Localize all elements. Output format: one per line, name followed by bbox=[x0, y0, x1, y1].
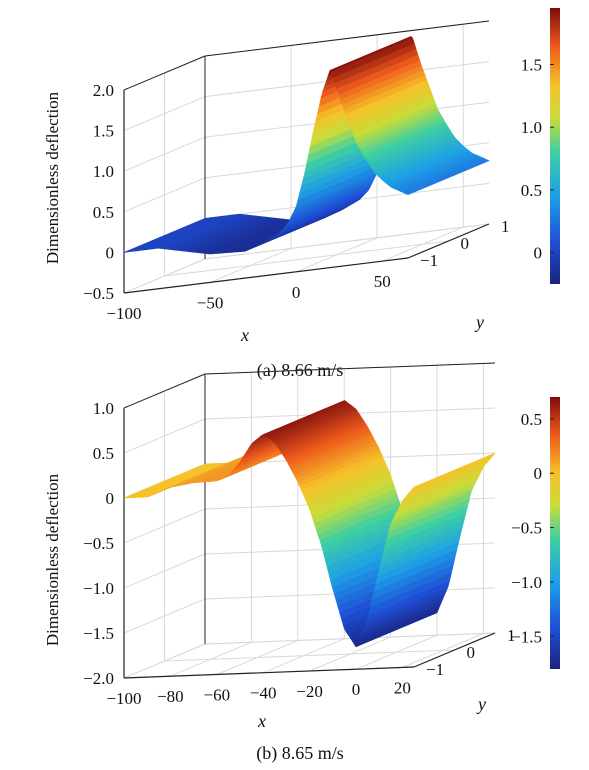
z-tick-label: −2.0 bbox=[83, 669, 114, 688]
panel-b: −2.0−1.5−1.0−0.500.51.0−100 −80 −60 −40 −20 0… bbox=[43, 362, 560, 764]
axis-line bbox=[123, 257, 409, 294]
z-tick-label: 1.5 bbox=[93, 122, 114, 141]
grid-line bbox=[164, 649, 455, 662]
colorbar-a bbox=[550, 8, 560, 284]
axis-line bbox=[123, 373, 206, 409]
x-tick-label: −50 bbox=[197, 293, 224, 312]
x-tick-label: −60 bbox=[204, 686, 231, 705]
colorbar-tick-label: 1.5 bbox=[521, 56, 542, 75]
x-tick-label: −100 bbox=[106, 304, 141, 323]
y-tick-label: 1 bbox=[507, 626, 516, 645]
z-tick-label: 1.0 bbox=[93, 399, 114, 418]
z-tick-label: 0 bbox=[106, 489, 115, 508]
x-tick-label: 0 bbox=[292, 283, 301, 302]
y-tick-label: 0 bbox=[461, 234, 470, 253]
x-tick-label: 20 bbox=[394, 678, 411, 697]
axes-box-a bbox=[123, 20, 490, 294]
colorbar-ticks-b: −1.5 −1.0 −0.5 0 0.5 bbox=[511, 410, 554, 646]
z-tick-label: −1.5 bbox=[83, 624, 114, 643]
z-tick-label: −0.5 bbox=[83, 284, 114, 303]
colorbar-b bbox=[550, 397, 560, 669]
z-tick-label: −1.0 bbox=[83, 579, 114, 598]
z-axis-label-b: Dimensionless deflection bbox=[43, 473, 62, 646]
panel-a: −0.5 0 0.5 1.0 1.5 2.0 −100 −50 0 50 −1 0 1 Dimensio… bbox=[43, 8, 560, 381]
colorbar-tick-label: −0.5 bbox=[511, 519, 542, 538]
grid-line bbox=[164, 240, 449, 277]
z-tick-label: −0.5 bbox=[83, 534, 114, 553]
y-tick-label: 1 bbox=[501, 217, 510, 236]
x-tick-label: −80 bbox=[157, 687, 184, 706]
y-axis-label-b: y bbox=[476, 694, 486, 714]
colorbar-tick-label: 1.0 bbox=[521, 118, 542, 137]
axis-line bbox=[407, 223, 490, 259]
tick-labels-b: −2.0 −1.5 −1.0 −0.5 0 0.5 1.0 −100 −80 −60 −40 −20 0… bbox=[83, 399, 515, 708]
x-tick-label: 0 bbox=[352, 680, 361, 699]
axis-line bbox=[123, 55, 206, 91]
colorbar-ticks-a: 0 0.5 1.0 1.5 bbox=[521, 56, 554, 263]
tick-labels-a: −0.5 0 0.5 1.0 1.5 2.0 −100 −50 0 50 −1 0 1 bbox=[83, 81, 509, 323]
z-tick-label: 0.5 bbox=[93, 444, 114, 463]
surface-b bbox=[123, 400, 496, 648]
x-axis-label-a: x bbox=[240, 325, 249, 345]
surface-strip bbox=[411, 452, 496, 490]
y-tick-label: 0 bbox=[467, 643, 476, 662]
x-tick-label: 50 bbox=[374, 272, 391, 291]
colorbar-tick-label: 0 bbox=[534, 464, 543, 483]
axis-line bbox=[204, 362, 496, 375]
z-tick-label: 2.0 bbox=[93, 81, 114, 100]
y-axis-label-a: y bbox=[474, 312, 484, 332]
x-tick-label: −40 bbox=[250, 684, 277, 703]
axis-line bbox=[413, 632, 496, 668]
axis-line bbox=[204, 20, 490, 57]
x-tick-label: −20 bbox=[296, 682, 323, 701]
grid-line bbox=[204, 632, 496, 645]
colorbar-tick-label: 0.5 bbox=[521, 181, 542, 200]
z-tick-label: 1.0 bbox=[93, 162, 114, 181]
surface-a bbox=[123, 35, 490, 255]
colorbar-tick-label: 0.5 bbox=[521, 410, 542, 429]
x-axis-label-b: x bbox=[257, 711, 266, 731]
x-tick-label: −100 bbox=[106, 689, 141, 708]
surface-strip bbox=[405, 159, 490, 196]
z-tick-label: 0 bbox=[106, 243, 115, 262]
axis-line bbox=[123, 666, 415, 679]
colorbar-tick-label: −1.0 bbox=[511, 573, 542, 592]
y-tick-label: −1 bbox=[426, 660, 444, 679]
colorbar-tick-label: 0 bbox=[534, 244, 543, 263]
z-tick-label: 0.5 bbox=[93, 203, 114, 222]
caption-b: (b) 8.65 m/s bbox=[256, 743, 344, 764]
colorbar-tick-label: −1.5 bbox=[511, 627, 542, 646]
grid-line bbox=[204, 223, 490, 260]
z-axis-label-a: Dimensionless deflection bbox=[43, 91, 62, 264]
y-tick-label: −1 bbox=[420, 251, 438, 270]
